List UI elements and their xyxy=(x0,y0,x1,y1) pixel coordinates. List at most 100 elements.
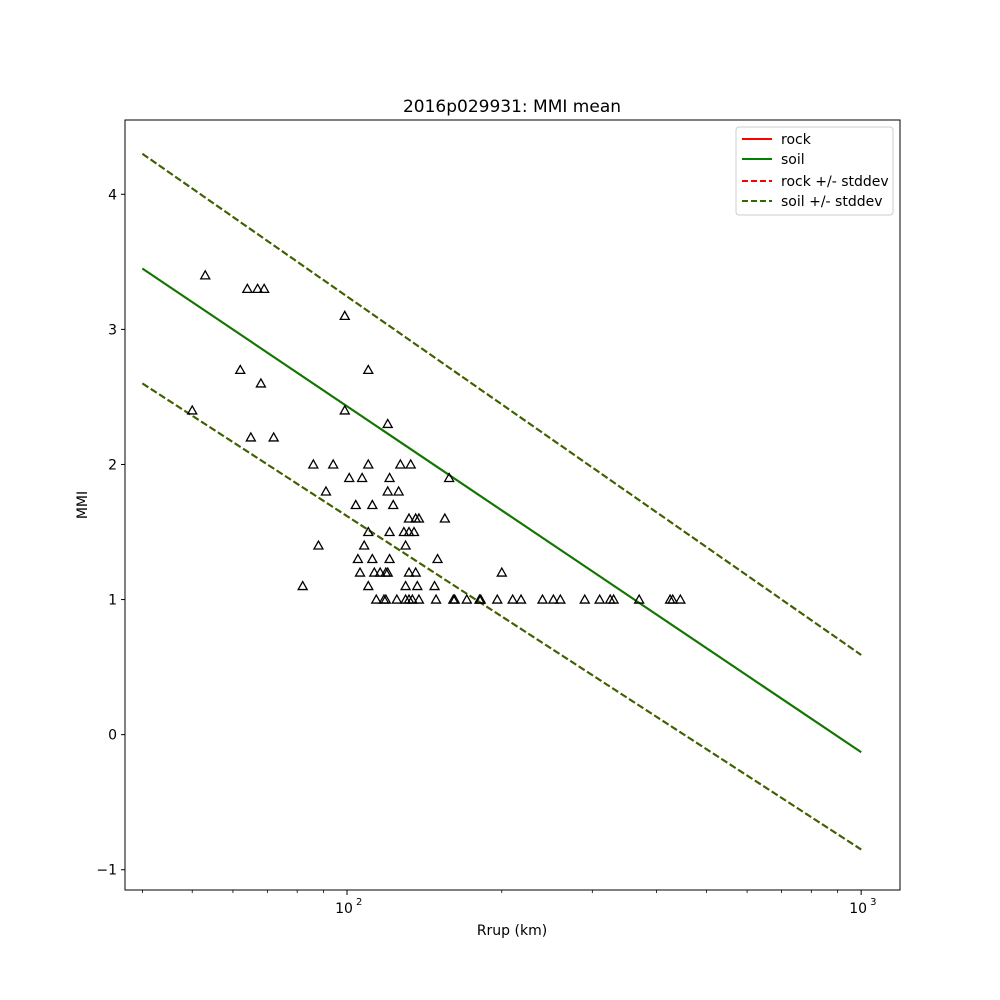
observation-point xyxy=(234,364,246,375)
observation-point xyxy=(382,485,394,496)
observation-point xyxy=(430,593,442,604)
plot-frame xyxy=(124,119,901,891)
legend-label-soil: soil xyxy=(781,152,805,168)
x-axis-label: Rrup (km) xyxy=(477,923,547,939)
observation-point xyxy=(343,472,355,483)
observation-point xyxy=(403,566,415,577)
observation-point xyxy=(380,593,392,604)
observation-point xyxy=(449,593,461,604)
observation-point xyxy=(255,377,267,388)
observation-point xyxy=(405,458,417,469)
observation-points xyxy=(186,269,686,604)
legend-label-soil-stddev: soil +/- stddev xyxy=(781,194,883,210)
observation-point xyxy=(362,458,374,469)
observation-point xyxy=(199,269,211,280)
soil-mean-line xyxy=(141,267,862,754)
observation-point xyxy=(394,458,406,469)
observation-point xyxy=(382,566,394,577)
observation-point xyxy=(339,404,351,415)
observation-point xyxy=(251,283,264,294)
observation-point xyxy=(268,431,280,442)
observation-point xyxy=(410,566,422,577)
observation-point xyxy=(362,580,374,591)
legend-label-rock: rock xyxy=(781,132,812,148)
observation-point xyxy=(387,499,399,510)
observation-point xyxy=(362,526,374,537)
y-tick-label: 1 xyxy=(108,593,117,609)
observation-point xyxy=(496,566,508,577)
y-tick-label: 4 xyxy=(108,187,117,203)
observation-point xyxy=(403,512,415,523)
y-tick-label: 3 xyxy=(108,322,117,338)
x-tick-exponent: 2 xyxy=(356,897,362,908)
observation-point xyxy=(356,472,368,483)
observation-point xyxy=(399,539,412,550)
observation-point xyxy=(362,364,374,375)
observation-point xyxy=(633,593,645,604)
observation-point xyxy=(507,593,519,604)
observation-point xyxy=(391,593,403,604)
observation-point xyxy=(366,553,378,564)
observation-point xyxy=(245,431,257,442)
observation-point xyxy=(411,580,423,591)
observation-point xyxy=(339,310,351,321)
soil-upper-stddev-line xyxy=(141,152,862,656)
y-tick-label: −1 xyxy=(96,863,117,879)
y-axis-label: MMI xyxy=(75,491,91,519)
observation-point xyxy=(461,593,473,604)
observation-point xyxy=(443,472,455,483)
rock-lower-stddev-line xyxy=(141,382,862,851)
observation-point xyxy=(399,580,412,591)
observation-point xyxy=(439,512,451,523)
observation-point xyxy=(594,593,606,604)
observation-point xyxy=(491,593,503,604)
observation-point xyxy=(368,566,380,577)
observation-point xyxy=(547,593,559,604)
observation-point xyxy=(431,553,444,564)
observation-point xyxy=(374,566,386,577)
observation-point xyxy=(536,593,549,604)
observation-point xyxy=(406,593,418,604)
soil-lower-stddev-line xyxy=(141,382,862,851)
observation-point xyxy=(607,593,620,604)
observation-point xyxy=(579,593,591,604)
observation-point xyxy=(667,593,679,604)
observation-point xyxy=(327,458,339,469)
observation-point xyxy=(320,485,332,496)
observation-point xyxy=(515,593,527,604)
observation-point xyxy=(312,539,325,550)
x-tick-exponent: 3 xyxy=(870,897,876,908)
observation-point xyxy=(350,499,362,510)
observation-point xyxy=(408,526,420,537)
observation-point xyxy=(354,566,366,577)
y-tick-label: 0 xyxy=(108,728,117,744)
observation-point xyxy=(383,526,396,537)
observation-point xyxy=(186,404,198,415)
observation-point xyxy=(674,593,686,604)
observation-point xyxy=(475,593,487,604)
observation-point xyxy=(393,485,405,496)
legend-box xyxy=(735,126,894,216)
observation-point xyxy=(258,283,270,294)
observation-point xyxy=(370,593,382,604)
x-tick-label: 10 xyxy=(849,901,867,917)
observation-point xyxy=(307,458,319,469)
curves-layer xyxy=(141,152,862,851)
observation-point xyxy=(383,472,396,483)
legend-label-rock-stddev: rock +/- stddev xyxy=(781,174,889,190)
observation-point xyxy=(383,553,396,564)
observation-point xyxy=(241,283,253,294)
observation-point xyxy=(297,580,309,591)
y-tick-label: 2 xyxy=(108,457,117,473)
observation-point xyxy=(428,580,441,591)
observation-point xyxy=(358,539,370,550)
chart-title: 2016p029931: MMI mean xyxy=(403,97,621,117)
observation-point xyxy=(382,418,394,429)
observation-point xyxy=(352,553,364,564)
x-tick-label: 10 xyxy=(335,901,353,917)
observation-point xyxy=(554,593,566,604)
observation-point xyxy=(413,593,425,604)
legend: rock soil rock +/- stddev soil +/- stdde… xyxy=(735,126,894,216)
